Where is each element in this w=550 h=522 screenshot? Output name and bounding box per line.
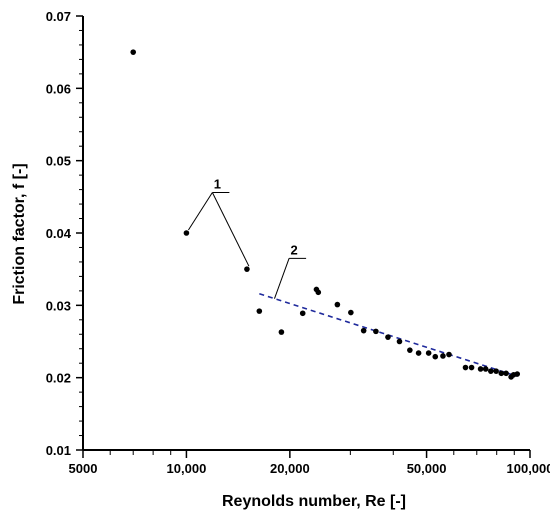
data-point [184,230,190,236]
y-tick-label: 0.05 [46,154,71,169]
y-tick-label: 0.03 [46,298,71,313]
data-point [416,350,422,356]
data-point [257,308,263,314]
annotation-leader [212,192,249,266]
axes [83,16,530,450]
data-point [514,371,520,377]
data-point [440,353,446,359]
y-tick-label: 0.02 [46,371,71,386]
tick-labels: 0.01 0.02 0.03 0.04 0.05 0.06 0.07 5000 10,000 20… [46,9,550,476]
annotation-label: 1 [214,176,221,191]
data-point [426,350,432,356]
data-point [130,49,136,55]
data-point [373,329,379,335]
data-point [315,290,321,296]
data-point [300,310,306,316]
x-tick-label: 10,000 [167,461,207,476]
data-point [503,371,509,377]
x-axis-title: Reynolds number, Re [-] [222,493,406,510]
data-point [483,366,489,372]
data-point [348,310,354,316]
data-point [463,365,469,371]
x-tick-label: 100,000 [507,461,550,476]
y-axis-title: Friction factor, f [-] [11,163,28,304]
data-point [498,371,504,377]
data-point [488,368,494,374]
data-point [244,266,250,272]
data-point [397,339,403,345]
x-tick-label: 50,000 [407,461,447,476]
y-tick-label: 0.07 [46,9,71,24]
data-point [385,334,391,340]
y-tick-label: 0.01 [46,443,71,458]
data-point [335,302,341,308]
annotation-label: 2 [290,242,297,257]
annotation-leader [274,258,289,298]
data-point [446,352,452,358]
x-tick-label: 5000 [69,461,98,476]
annotation-leader [188,192,212,230]
y-tick-label: 0.06 [46,81,71,96]
data-point [478,366,484,372]
tick-marks [76,16,530,458]
annotations: 12 [188,176,306,298]
y-tick-label: 0.04 [46,226,72,241]
data-point [279,329,285,335]
data-point [407,347,413,353]
data-point [493,368,499,374]
data-point [469,365,475,371]
data-points [130,49,520,379]
x-tick-label: 20,000 [270,461,310,476]
data-point [432,354,438,360]
data-point [361,328,367,334]
